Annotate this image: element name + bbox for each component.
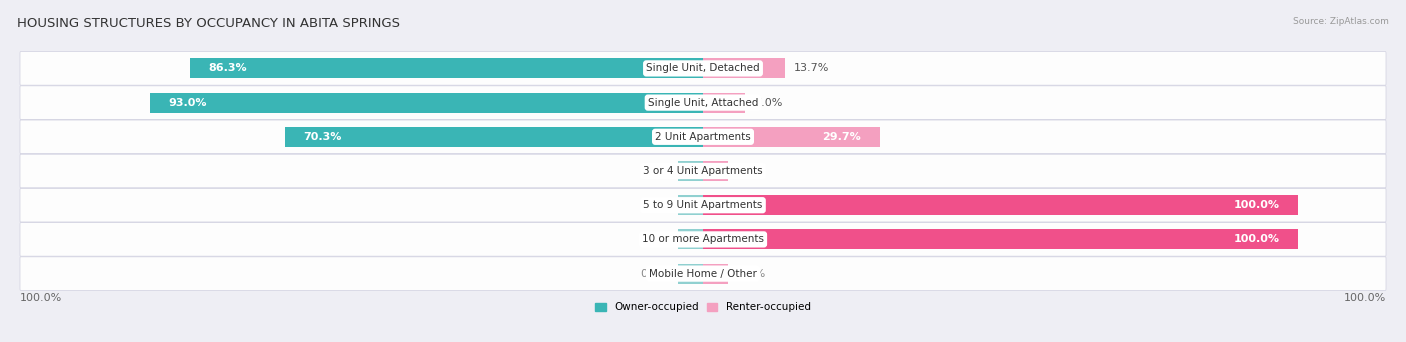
FancyBboxPatch shape bbox=[20, 120, 1386, 154]
FancyBboxPatch shape bbox=[20, 188, 1386, 222]
Text: 10 or more Apartments: 10 or more Apartments bbox=[643, 234, 763, 245]
Text: Source: ZipAtlas.com: Source: ZipAtlas.com bbox=[1294, 17, 1389, 26]
Bar bbox=[703, 127, 880, 147]
Text: Single Unit, Attached: Single Unit, Attached bbox=[648, 97, 758, 108]
Text: 13.7%: 13.7% bbox=[794, 63, 830, 74]
Bar bbox=[678, 161, 703, 181]
Bar bbox=[149, 93, 703, 113]
Text: 0.0%: 0.0% bbox=[738, 166, 766, 176]
FancyBboxPatch shape bbox=[20, 52, 1386, 85]
Text: Mobile Home / Other: Mobile Home / Other bbox=[650, 268, 756, 279]
Bar bbox=[190, 58, 703, 78]
Bar bbox=[285, 127, 703, 147]
Text: 100.0%: 100.0% bbox=[1233, 234, 1279, 245]
Text: 5 to 9 Unit Apartments: 5 to 9 Unit Apartments bbox=[644, 200, 762, 210]
Text: 100.0%: 100.0% bbox=[20, 293, 63, 303]
Legend: Owner-occupied, Renter-occupied: Owner-occupied, Renter-occupied bbox=[591, 298, 815, 317]
Text: 86.3%: 86.3% bbox=[208, 63, 247, 74]
Text: 0.0%: 0.0% bbox=[640, 200, 669, 210]
Text: 2 Unit Apartments: 2 Unit Apartments bbox=[655, 132, 751, 142]
Bar bbox=[703, 195, 1298, 215]
Bar bbox=[703, 264, 728, 284]
Text: 7.0%: 7.0% bbox=[754, 97, 782, 108]
Text: 3 or 4 Unit Apartments: 3 or 4 Unit Apartments bbox=[643, 166, 763, 176]
Bar bbox=[703, 229, 1298, 249]
Bar bbox=[703, 161, 728, 181]
Text: 0.0%: 0.0% bbox=[640, 234, 669, 245]
Text: 29.7%: 29.7% bbox=[823, 132, 860, 142]
FancyBboxPatch shape bbox=[20, 223, 1386, 256]
Bar bbox=[678, 229, 703, 249]
Text: 100.0%: 100.0% bbox=[1343, 293, 1386, 303]
Text: HOUSING STRUCTURES BY OCCUPANCY IN ABITA SPRINGS: HOUSING STRUCTURES BY OCCUPANCY IN ABITA… bbox=[17, 17, 399, 30]
Text: 0.0%: 0.0% bbox=[640, 166, 669, 176]
Bar bbox=[703, 58, 785, 78]
Text: Single Unit, Detached: Single Unit, Detached bbox=[647, 63, 759, 74]
Bar bbox=[703, 93, 745, 113]
Text: 70.3%: 70.3% bbox=[304, 132, 342, 142]
FancyBboxPatch shape bbox=[20, 86, 1386, 119]
Text: 0.0%: 0.0% bbox=[738, 268, 766, 279]
Text: 100.0%: 100.0% bbox=[1233, 200, 1279, 210]
FancyBboxPatch shape bbox=[20, 257, 1386, 290]
Text: 0.0%: 0.0% bbox=[640, 268, 669, 279]
FancyBboxPatch shape bbox=[20, 154, 1386, 188]
Bar bbox=[678, 195, 703, 215]
Bar bbox=[678, 264, 703, 284]
Text: 93.0%: 93.0% bbox=[169, 97, 207, 108]
